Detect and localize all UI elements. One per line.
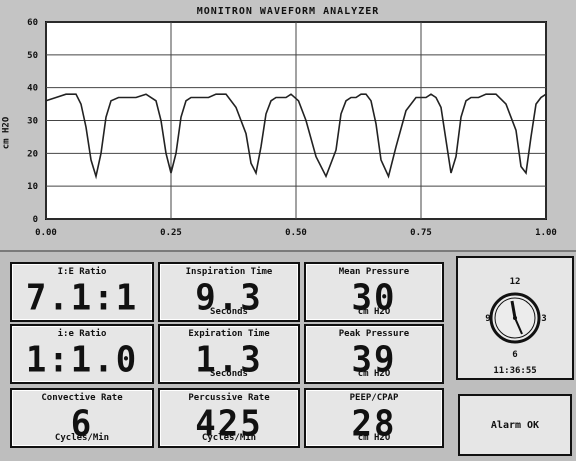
alarm-status-text: Alarm OK xyxy=(460,420,570,431)
y-tick-label: 50 xyxy=(27,51,38,61)
panel-label: Peak Pressure xyxy=(306,329,442,339)
peak-pressure-panel: Peak Pressure 39 cm H2O xyxy=(304,324,444,384)
x-tick-labels: 0.00 0.25 0.50 0.75 1.00 xyxy=(35,228,557,238)
panel-unit: cm H2O xyxy=(306,433,442,443)
panel-label: Expiration Time xyxy=(160,329,298,339)
analog-clock-icon: 12 9 3 6 xyxy=(458,258,572,362)
panel-unit: Seconds xyxy=(160,307,298,317)
expiration-time-panel: Expiration Time 1.3 Seconds xyxy=(158,324,300,384)
x-tick-label: 0.75 xyxy=(410,228,432,238)
panel-label: i:e Ratio xyxy=(12,329,152,339)
peep-cpap-panel: PEEP/CPAP 28 cm H2O xyxy=(304,388,444,448)
panel-label: Inspiration Time xyxy=(160,267,298,277)
y-tick-label: 20 xyxy=(27,149,38,159)
panel-value: 1:1.0 xyxy=(12,339,152,381)
y-tick-labels: 0 10 20 30 40 50 60 xyxy=(27,18,38,225)
clock-numeral-12: 12 xyxy=(510,277,521,287)
x-tick-label: 0.25 xyxy=(160,228,182,238)
y-tick-label: 30 xyxy=(27,117,38,127)
panel-label: I:E Ratio xyxy=(12,267,152,277)
panel-unit: cm H2O xyxy=(306,307,442,317)
clock-numeral-6: 6 xyxy=(512,350,517,360)
percussive-rate-panel: Percussive Rate 425 Cycles/Min xyxy=(158,388,300,448)
clock-hub xyxy=(513,316,517,320)
inspiration-time-panel: Inspiration Time 9.3 Seconds xyxy=(158,262,300,322)
panel-label: Convective Rate xyxy=(12,393,152,403)
y-tick-label: 40 xyxy=(27,84,38,94)
ie-ratio-panel: I:E Ratio 7.1:1 xyxy=(10,262,154,322)
x-tick-label: 0.50 xyxy=(285,228,307,238)
y-tick-label: 10 xyxy=(27,182,38,192)
convective-rate-panel: Convective Rate 6 Cycles/Min xyxy=(10,388,154,448)
clock-panel: 12 9 3 6 11:36:55 xyxy=(456,256,574,380)
waveform-panel: MONITRON WAVEFORM ANALYZER cm H2O 0 10 20 3… xyxy=(0,0,576,252)
panel-unit: Cycles/Min xyxy=(160,433,298,443)
clock-numeral-3: 3 xyxy=(541,314,546,324)
x-tick-label: 1.00 xyxy=(535,228,557,238)
y-tick-label: 60 xyxy=(27,18,38,28)
panel-unit: cm H2O xyxy=(306,369,442,379)
panel-unit: Cycles/Min xyxy=(12,433,152,443)
ie-lower-ratio-panel: i:e Ratio 1:1.0 xyxy=(10,324,154,384)
alarm-status-panel: Alarm OK xyxy=(458,394,572,456)
panel-unit: Seconds xyxy=(160,369,298,379)
panel-label: Mean Pressure xyxy=(306,267,442,277)
clock-time: 11:36:55 xyxy=(458,366,572,376)
panel-value: 7.1:1 xyxy=(12,277,152,319)
panel-label: PEEP/CPAP xyxy=(306,393,442,403)
x-tick-label: 0.00 xyxy=(35,228,57,238)
mean-pressure-panel: Mean Pressure 30 cm H2O xyxy=(304,262,444,322)
y-tick-label: 0 xyxy=(33,215,38,225)
panel-label: Percussive Rate xyxy=(160,393,298,403)
waveform-chart: 0 10 20 30 40 50 60 0.00 0.25 0.50 0.75 1.00 xyxy=(0,0,576,250)
